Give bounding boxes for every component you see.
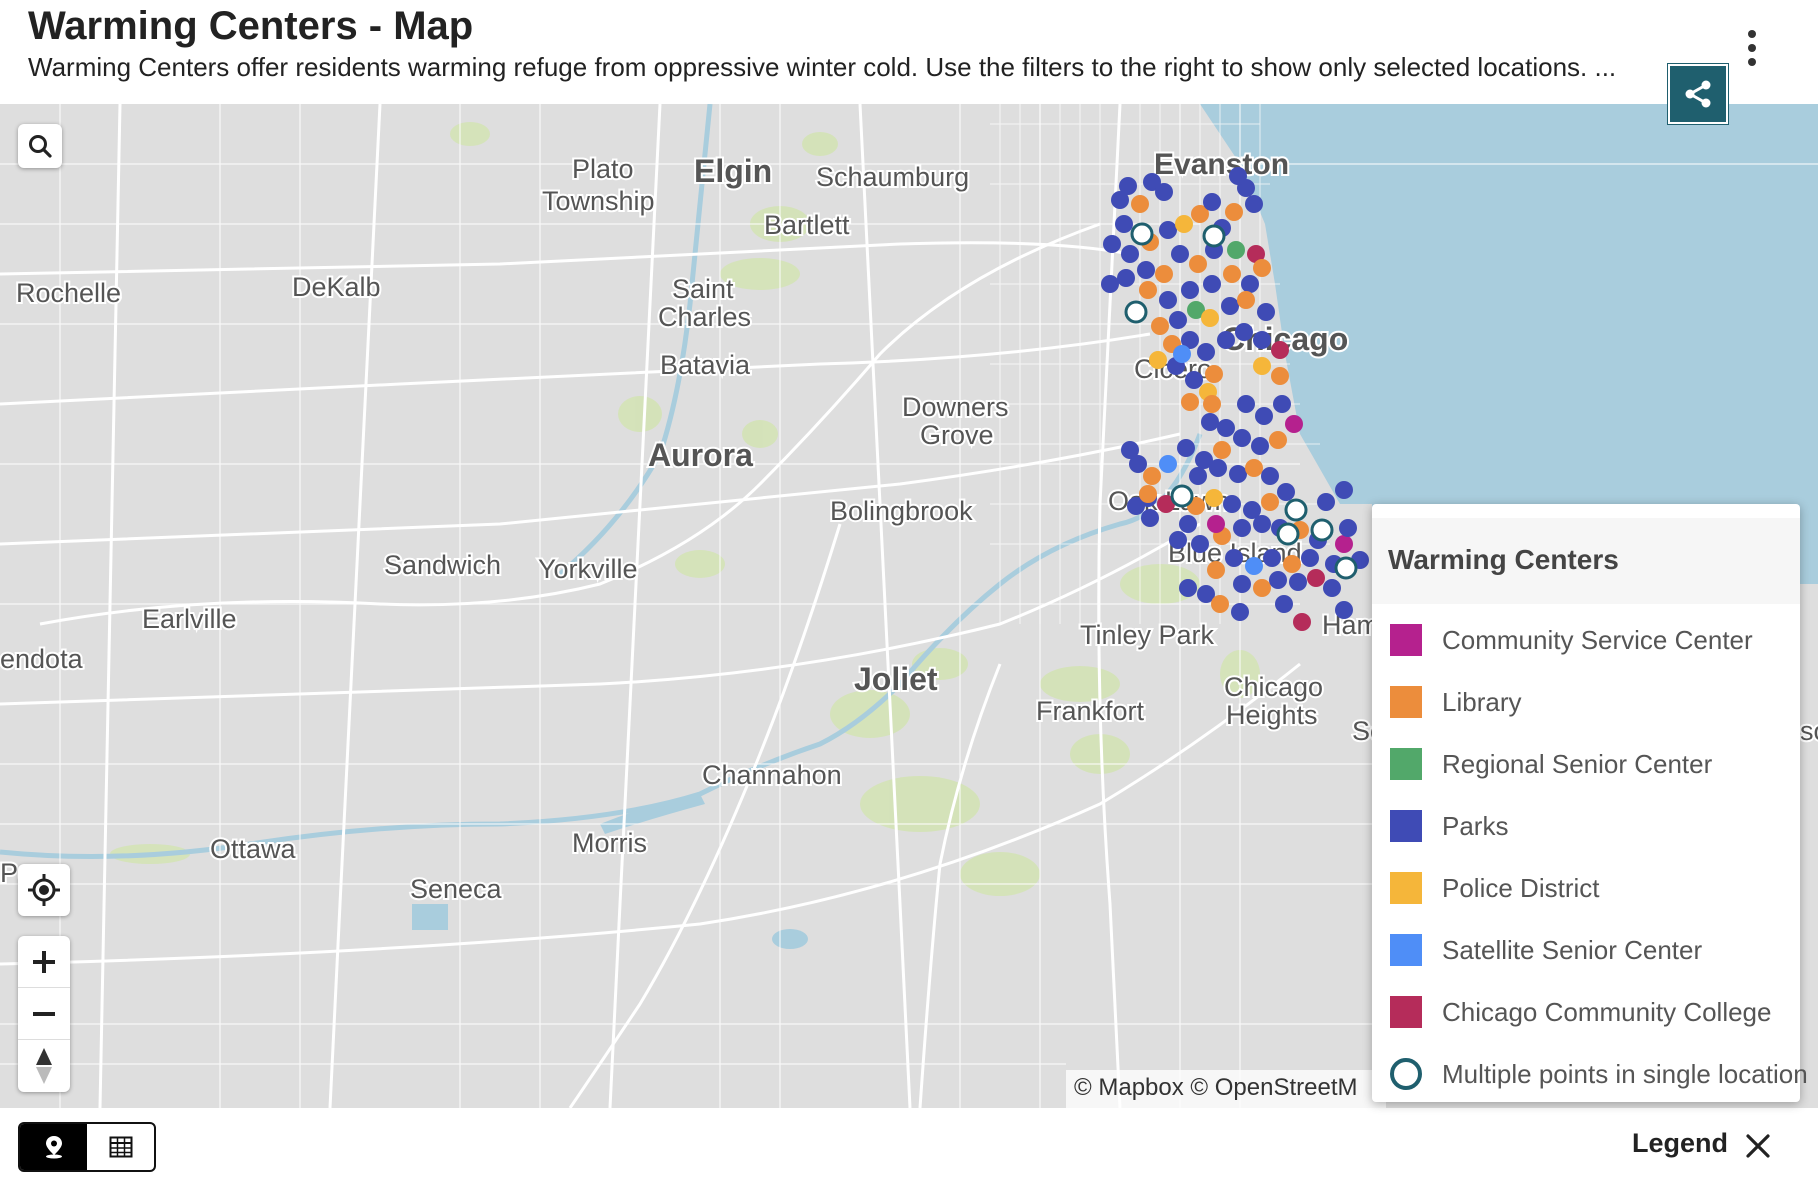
map-labels: Plato Township Elgin Schaumburg Evanston… (0, 146, 1818, 906)
place-label: Grove (920, 420, 994, 450)
place-label: Yorkville (538, 554, 638, 584)
legend-item-label: Parks (1442, 810, 1509, 841)
place-label: Earlville (142, 604, 237, 634)
legend-item-label: Library (1442, 686, 1522, 717)
place-label: Ottawa (210, 834, 297, 864)
legend-item-library[interactable]: Library (1390, 682, 1521, 722)
place-label: Evanston (1154, 148, 1289, 181)
place-label: Channahon (702, 760, 842, 790)
legend-item-community-service-center[interactable]: Community Service Center (1390, 620, 1753, 660)
place-label: Sandwich (384, 550, 501, 580)
place-label: Tinley Park (1080, 620, 1215, 650)
map-attribution[interactable]: © Mapbox © OpenStreetM (1066, 1070, 1386, 1108)
legend-panel: Warming Centers Community Service Center… (1372, 504, 1808, 1102)
legend-item-label: Multiple points in single location (1442, 1058, 1808, 1089)
legend-swatch (1390, 748, 1422, 780)
place-label: Schaumburg (816, 162, 969, 192)
header: Warming Centers - Map Warming Centers of… (0, 0, 1818, 104)
place-label: so (1800, 716, 1818, 746)
place-label: Charles (658, 302, 751, 332)
legend-item-label: Police District (1442, 872, 1600, 903)
map-search-button[interactable] (18, 124, 62, 168)
place-label: Morris (572, 828, 647, 858)
close-icon[interactable] (1742, 1130, 1774, 1162)
zoom-in-button[interactable] (18, 936, 70, 988)
marker-cluster-south[interactable] (1121, 395, 1369, 631)
page-description[interactable]: Warming Centers offer residents warming … (28, 52, 1617, 82)
table-icon (109, 1136, 132, 1158)
legend-item-satellite-senior-center[interactable]: Satellite Senior Center (1390, 930, 1702, 970)
map-view-button[interactable] (20, 1124, 87, 1170)
zoom-controls (18, 936, 70, 1092)
legend-swatch (1390, 934, 1422, 966)
place-label: Downers (902, 392, 1009, 422)
share-button[interactable] (1668, 64, 1728, 124)
legend-swatch (1390, 624, 1422, 656)
legend-item-chicago-community-college[interactable]: Chicago Community College (1390, 992, 1771, 1032)
share-icon (1685, 80, 1711, 108)
place-label: DeKalb (292, 272, 381, 302)
legend-item-regional-senior-center[interactable]: Regional Senior Center (1390, 744, 1712, 784)
table-view-button[interactable] (87, 1124, 154, 1170)
place-label: Aurora (648, 437, 753, 473)
page-title: Warming Centers - Map (28, 4, 474, 48)
place-label: Saint (672, 274, 734, 304)
plus-icon (33, 950, 55, 973)
legend-swatch (1390, 810, 1422, 842)
zoom-out-button[interactable] (18, 988, 70, 1040)
search-icon (29, 135, 52, 158)
legend-ring-icon (1390, 1058, 1422, 1090)
place-label: Joliet (854, 661, 938, 697)
footer-bar: Legend (0, 1108, 1818, 1180)
map-pin-icon (45, 1136, 62, 1159)
legend-item-label: Chicago Community College (1442, 996, 1772, 1027)
place-label: endota (0, 644, 84, 674)
warming-center-markers[interactable] (0, 104, 1818, 1108)
legend-title: Warming Centers (1372, 518, 1800, 604)
legend-toggle-button[interactable]: Legend (1632, 1128, 1729, 1158)
legend-item-label: Satellite Senior Center (1442, 934, 1703, 965)
marker-cluster-north[interactable] (1101, 167, 1289, 411)
geolocate-button[interactable] (18, 864, 70, 916)
compass-icon (36, 1048, 52, 1084)
legend-item-label: Community Service Center (1442, 624, 1753, 655)
place-label: Chicago (1224, 672, 1323, 702)
minus-icon (33, 1011, 55, 1016)
place-label: Seneca (410, 874, 503, 904)
legend-item-multiple-points[interactable]: Multiple points in single location (1390, 1054, 1808, 1094)
place-label: Township (542, 186, 655, 216)
legend-swatch (1390, 996, 1422, 1028)
place-label: Elgin (694, 153, 772, 189)
locate-icon (28, 874, 60, 906)
view-toggle (18, 1122, 156, 1172)
place-label: Plato (572, 154, 634, 184)
place-label: Rochelle (16, 278, 121, 308)
place-label: Heights (1226, 700, 1318, 730)
legend-item-parks[interactable]: Parks (1390, 806, 1508, 846)
place-label: Bartlett (764, 210, 850, 240)
reset-bearing-button[interactable] (18, 1040, 70, 1092)
legend-swatch (1390, 872, 1422, 904)
legend-item-police-district[interactable]: Police District (1390, 868, 1599, 908)
legend-item-label: Regional Senior Center (1442, 748, 1713, 779)
place-label: Batavia (660, 350, 751, 380)
more-options-icon[interactable] (1732, 26, 1772, 70)
place-label: Frankfort (1036, 696, 1145, 726)
place-label: Bolingbrook (830, 496, 973, 526)
legend-swatch (1390, 686, 1422, 718)
map-canvas[interactable]: Plato Township Elgin Schaumburg Evanston… (0, 104, 1818, 1108)
